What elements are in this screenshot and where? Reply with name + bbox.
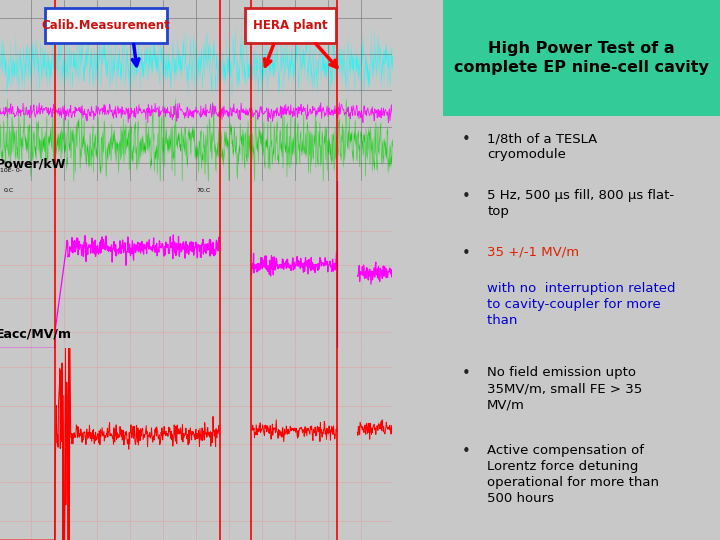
Text: •: • (462, 132, 471, 147)
Text: No field emission upto
35MV/m, small FE > 35
MV/m: No field emission upto 35MV/m, small FE … (487, 366, 642, 411)
FancyBboxPatch shape (246, 8, 336, 43)
Text: 1/8th of a TESLA
cryomodule: 1/8th of a TESLA cryomodule (487, 132, 598, 161)
Text: •: • (462, 366, 471, 381)
Text: Calib.Measurement: Calib.Measurement (42, 19, 171, 32)
Text: with no  interruption related
to cavity-coupler for more
than: with no interruption related to cavity-c… (487, 282, 675, 327)
Text: High Power Test of a
complete EP nine-cell cavity: High Power Test of a complete EP nine-ce… (454, 40, 708, 76)
Text: •: • (462, 189, 471, 204)
Text: 0.C: 0.C (4, 188, 14, 193)
Text: Eacc/MV/m: Eacc/MV/m (0, 328, 72, 341)
FancyBboxPatch shape (45, 8, 167, 43)
FancyBboxPatch shape (443, 0, 720, 116)
Text: 10E- 0-: 10E- 0- (0, 168, 22, 173)
Text: Power/kW: Power/kW (0, 158, 66, 171)
Text: •: • (462, 246, 471, 261)
Text: HERA plant: HERA plant (253, 19, 328, 32)
Text: 35 +/-1 MV/m: 35 +/-1 MV/m (487, 246, 580, 259)
Text: 5 Hz, 500 μs fill, 800 μs flat-
top: 5 Hz, 500 μs fill, 800 μs flat- top (487, 189, 674, 218)
Text: 70.C: 70.C (196, 188, 210, 193)
Text: Active compensation of
Lorentz force detuning
operational for more than
500 hour: Active compensation of Lorentz force det… (487, 444, 659, 505)
Text: •: • (462, 444, 471, 460)
